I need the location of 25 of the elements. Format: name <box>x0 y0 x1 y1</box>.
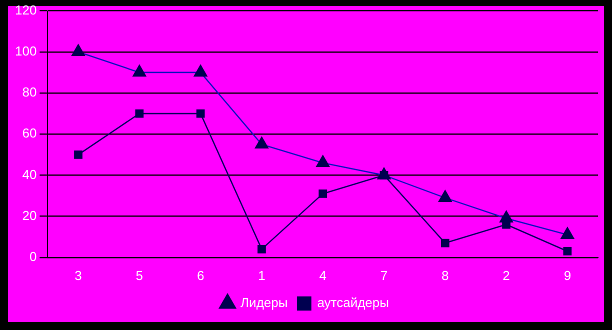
point <box>258 244 266 254</box>
x-tick-label: 7 <box>380 268 388 283</box>
y-tick-label: 120 <box>14 2 37 18</box>
x-tick-label: 9 <box>564 268 572 283</box>
y-tick-label: 80 <box>22 84 37 100</box>
x-tick-label: 6 <box>196 268 204 283</box>
x-tick-label: 4 <box>319 268 326 283</box>
y-tick-label: 0 <box>29 248 37 264</box>
legend-label: Лидеры <box>240 295 288 310</box>
x-tick-label: 8 <box>442 268 449 283</box>
y-tick-label: 20 <box>22 208 37 223</box>
y-tick-label: 100 <box>14 43 37 58</box>
x-tick-label: 2 <box>502 268 510 283</box>
y-tick-label: 40 <box>22 166 37 182</box>
point <box>196 109 205 118</box>
x-tick-label: 3 <box>74 268 82 283</box>
legend-label: аутсайдеры <box>317 295 389 310</box>
point <box>318 190 328 198</box>
point <box>563 247 572 256</box>
point <box>135 109 144 118</box>
point <box>440 238 450 248</box>
y-tick-label: 60 <box>22 126 37 141</box>
point <box>74 150 82 159</box>
x-tick-label: 1 <box>258 268 266 283</box>
x-tick-label: 5 <box>136 268 144 283</box>
